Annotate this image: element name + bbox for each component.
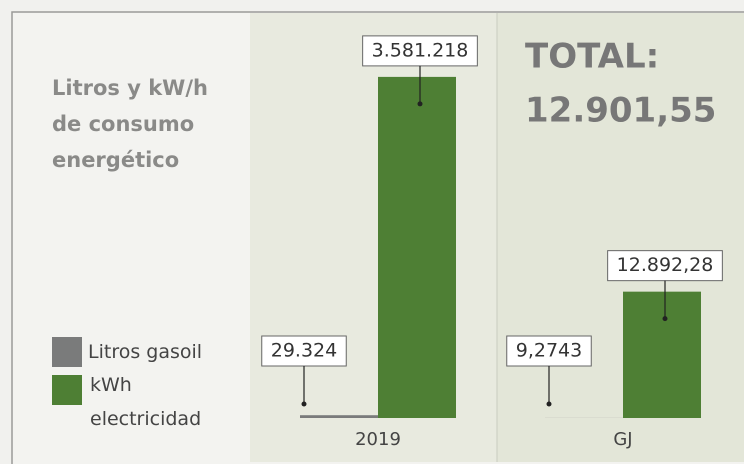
leader-dot	[417, 101, 423, 107]
leader-dot	[662, 316, 668, 322]
bar	[300, 415, 378, 418]
chart-title: Litros y kW/h de consumo energético	[52, 76, 208, 172]
value-label: 3.581.218	[372, 39, 469, 61]
value-label: 29.324	[271, 340, 337, 362]
value-label-box	[362, 35, 478, 67]
bar	[623, 291, 701, 418]
x-tick-label: GJ	[613, 429, 632, 450]
legend-swatch	[52, 337, 82, 367]
value-label: 9,2743	[516, 340, 582, 362]
total-value: 12.901,55	[525, 91, 716, 131]
legend-label: Litros gasoil	[88, 341, 203, 363]
panel	[250, 13, 497, 462]
bar	[378, 76, 456, 419]
panel	[497, 13, 744, 462]
total-label: TOTAL:	[525, 37, 659, 77]
value-label: 12.892,28	[617, 254, 714, 276]
legend-swatch	[52, 375, 82, 405]
value-label-box	[607, 250, 723, 282]
legend-label: kWh electricidad	[90, 374, 202, 430]
leader-dot	[301, 401, 307, 407]
x-tick-label: 2019	[355, 429, 401, 450]
leader-dot	[546, 401, 552, 407]
